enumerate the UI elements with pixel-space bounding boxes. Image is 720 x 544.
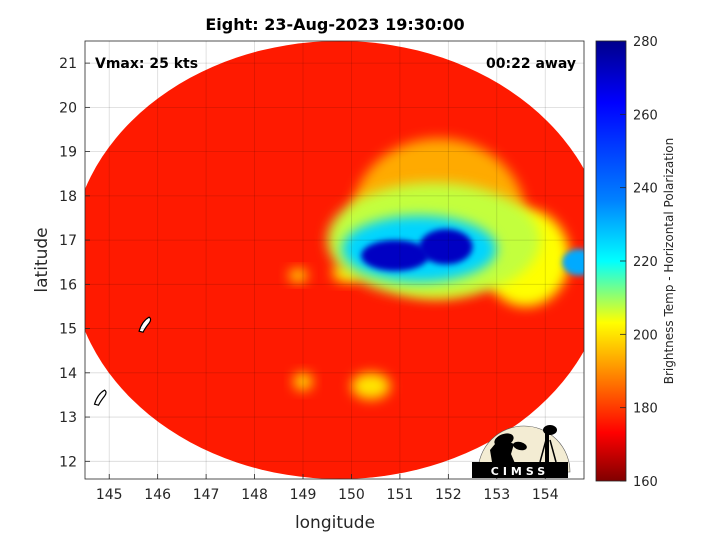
colorbar-ticks: 160 180 200 220 240 260 280 xyxy=(620,35,658,490)
island-outline xyxy=(138,316,152,333)
y-tick-label: 17 xyxy=(59,233,77,249)
x-tick-label: 152 xyxy=(435,487,462,503)
y-tick-label: 12 xyxy=(59,454,77,470)
x-tick-label: 151 xyxy=(387,487,414,503)
y-tick-label: 21 xyxy=(59,56,77,72)
grid-layer xyxy=(85,41,584,479)
brightness-feature xyxy=(351,372,391,400)
cimss-logo: CIMSS xyxy=(472,425,571,478)
x-tick-label: 153 xyxy=(483,487,510,503)
x-tick-label: 150 xyxy=(338,487,365,503)
y-axis-label: latitude xyxy=(32,227,52,292)
brightness-feature xyxy=(361,240,429,272)
brightness-feature xyxy=(419,229,473,265)
colorbar-tick-label: 280 xyxy=(633,35,658,50)
vmax-annotation: Vmax: 25 kts xyxy=(95,56,198,72)
y-tick-label: 16 xyxy=(59,277,77,293)
colorbar-tick-label: 220 xyxy=(633,255,658,270)
colorbar-tick-label: 200 xyxy=(633,328,658,343)
y-tick-label: 14 xyxy=(59,366,77,382)
colorbar-label: Brightness Temp - Horizontal Polarizatio… xyxy=(662,138,676,385)
island-outline xyxy=(93,389,107,406)
x-tick-label: 145 xyxy=(96,487,123,503)
plot-frame xyxy=(84,40,585,480)
x-axis-label: longitude xyxy=(295,513,375,533)
time-away-annotation: 00:22 away xyxy=(486,56,576,72)
colorbar-tick-label: 160 xyxy=(633,475,658,490)
x-tick-label: 147 xyxy=(193,487,220,503)
colorbar-tick-label: 180 xyxy=(633,402,658,417)
y-tick-label: 13 xyxy=(59,410,77,426)
brightness-feature xyxy=(293,372,313,391)
logo-text: CIMSS xyxy=(491,465,549,478)
x-tick-label: 146 xyxy=(144,487,171,503)
x-tick-label: 148 xyxy=(241,487,268,503)
x-tick-label: 154 xyxy=(532,487,559,503)
x-tick-label: 149 xyxy=(290,487,317,503)
colorbar-tick-label: 240 xyxy=(633,182,658,197)
chart-title: Eight: 23-Aug-2023 19:30:00 xyxy=(205,15,464,34)
brightness-feature xyxy=(288,268,308,283)
brightness-feature xyxy=(562,248,584,276)
colorbar-tick-label: 260 xyxy=(633,108,658,123)
y-tick-label: 15 xyxy=(59,322,77,338)
swath-layer xyxy=(85,41,584,479)
y-tick-label: 20 xyxy=(59,100,77,116)
axis-ticks: 145 146 147 148 149 150 151 152 153 154 12 13 14 15 16… xyxy=(59,56,559,503)
y-tick-label: 19 xyxy=(59,145,77,161)
y-tick-label: 18 xyxy=(59,189,77,205)
